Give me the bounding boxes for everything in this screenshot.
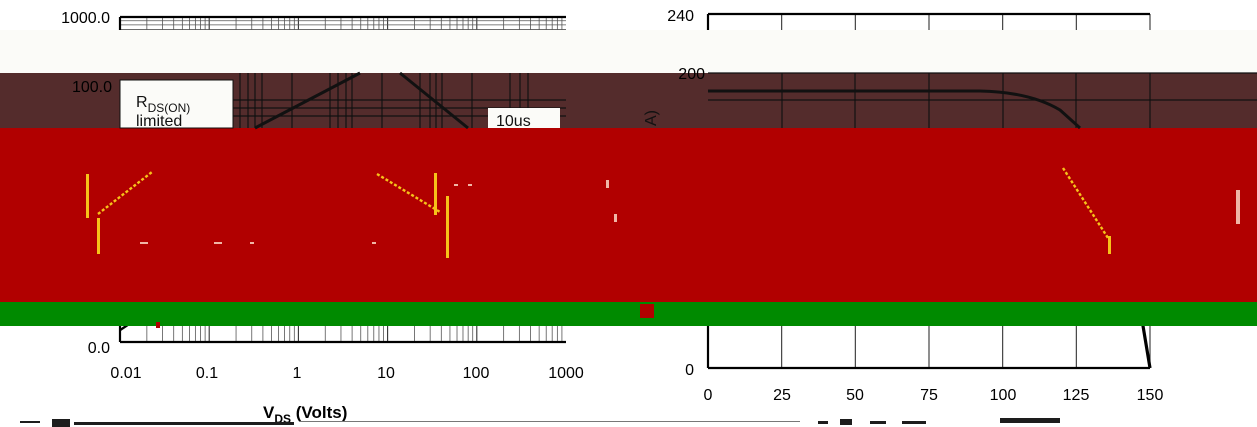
derating-y-tick-label: 200 — [678, 66, 705, 83]
derating-x-tick-label: 25 — [773, 387, 791, 404]
corruption-dots — [140, 180, 1240, 244]
derating-y-tick-label: 240 — [667, 8, 694, 25]
rds-on-label: RDS(ON) — [136, 94, 190, 115]
derating-y-tick-label: 0 — [685, 362, 694, 379]
soa-x-ticks: 0.01 0.1 1 10 100 1000 — [110, 365, 583, 382]
soa-x-tick-label: 1000 — [548, 365, 584, 382]
derating-x-tick-label: 75 — [920, 387, 938, 404]
time-label-box — [488, 108, 560, 128]
soa-x-tick-label: 0.01 — [110, 365, 141, 382]
derating-x-tick-label: 150 — [1137, 387, 1164, 404]
soa-y-tick-label: 0.0 — [88, 340, 110, 357]
rds-label-box — [119, 79, 234, 129]
soa-y-tick-label: 100.0 — [72, 79, 112, 96]
rds-limited-label: limited — [136, 113, 182, 130]
derating-x-tick-label: 50 — [846, 387, 864, 404]
soa-x-tick-label: 0.1 — [196, 365, 218, 382]
overlay-band-green — [0, 302, 1257, 326]
derating-x-tick-label: 100 — [990, 387, 1017, 404]
corruption-diagonals — [97, 167, 1110, 239]
overlay-band-light — [0, 30, 1257, 73]
pulse-10us-label: 10us — [496, 113, 531, 130]
soa-x-axis-title: VDS (Volts) — [263, 403, 347, 426]
corruption-artifacts — [86, 173, 1111, 258]
soa-x-tick-label: 100 — [463, 365, 490, 382]
soa-x-tick-label: 1 — [293, 365, 302, 382]
overlay-red-square — [640, 304, 654, 318]
derating-x-tick-label: 125 — [1063, 387, 1090, 404]
derating-visible-gridlines — [708, 72, 1257, 130]
soa-x-tick-label: 10 — [377, 365, 395, 382]
soa-y-tick-label: 1000.0 — [61, 10, 110, 27]
overlay-band-red — [0, 128, 1257, 302]
bottom-garbled-artifact — [20, 418, 1060, 427]
overlay-red-dot — [156, 322, 160, 328]
derating-x-tick-label: 0 — [704, 387, 713, 404]
derating-x-ticks: 0 25 50 75 100 125 150 — [704, 387, 1164, 404]
derating-y-axis-title: A) — [643, 110, 660, 126]
